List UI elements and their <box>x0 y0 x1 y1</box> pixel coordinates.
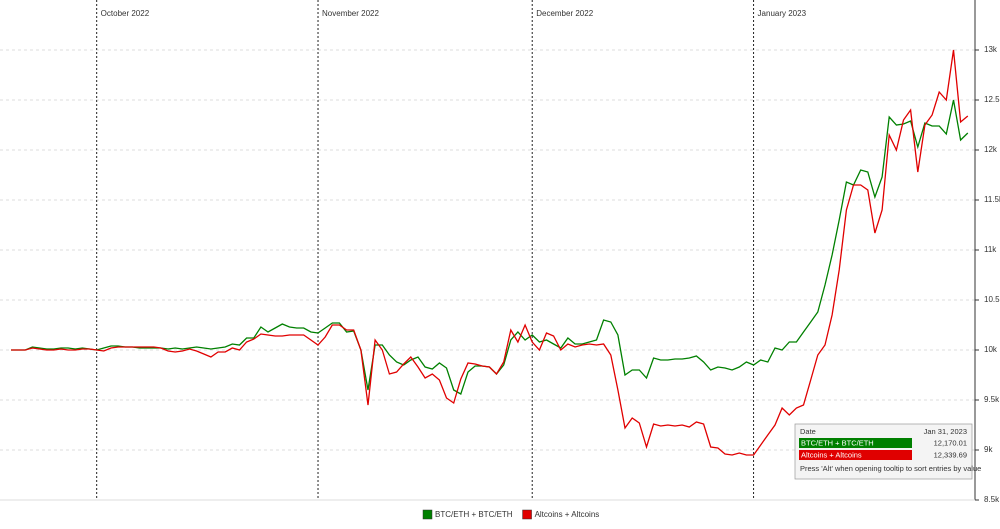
series-line <box>11 49 969 456</box>
tooltip-swatch <box>799 450 912 460</box>
legend-label: BTC/ETH + BTC/ETH <box>435 510 513 519</box>
y-tick-label: 12k <box>984 145 998 154</box>
x-tick-label: January 2023 <box>758 9 807 18</box>
legend-swatch <box>522 509 532 520</box>
tooltip-note: Press 'Alt' when opening tooltip to sort… <box>800 464 981 473</box>
y-tick-label: 9.5k <box>984 395 1000 404</box>
tooltip-value: 12,170.01 <box>934 438 967 447</box>
tooltip-date: Jan 31, 2023 <box>924 427 967 436</box>
tooltip-swatch <box>799 438 912 448</box>
tooltip-header: Date <box>800 427 816 436</box>
y-tick-label: 13k <box>984 45 998 54</box>
tooltip: Date Jan 31, 2023 BTC/ETH + BTC/ETH 12,170.… <box>794 423 981 480</box>
y-tick-label: 9k <box>984 445 993 454</box>
tooltip-name: BTC/ETH + BTC/ETH <box>801 438 874 447</box>
legend-label: Altcoins + Altcoins <box>535 510 600 519</box>
y-tick-label: 8.5k <box>984 495 1000 504</box>
y-tick-label: 11k <box>984 245 997 254</box>
tooltip-name: Altcoins + Altcoins <box>801 450 862 459</box>
x-tick-label: December 2022 <box>536 9 593 18</box>
x-tick-label: November 2022 <box>322 9 379 18</box>
legend-swatch <box>422 509 433 520</box>
y-tick-label: 10k <box>984 345 998 354</box>
y-tick-label: 10.5k <box>984 295 1000 304</box>
y-tick-label: 11.5k <box>984 195 1000 204</box>
tooltip-value: 12,339.69 <box>934 450 967 459</box>
y-tick-label: 12.5k <box>984 95 1000 104</box>
x-tick-label: October 2022 <box>101 9 150 18</box>
